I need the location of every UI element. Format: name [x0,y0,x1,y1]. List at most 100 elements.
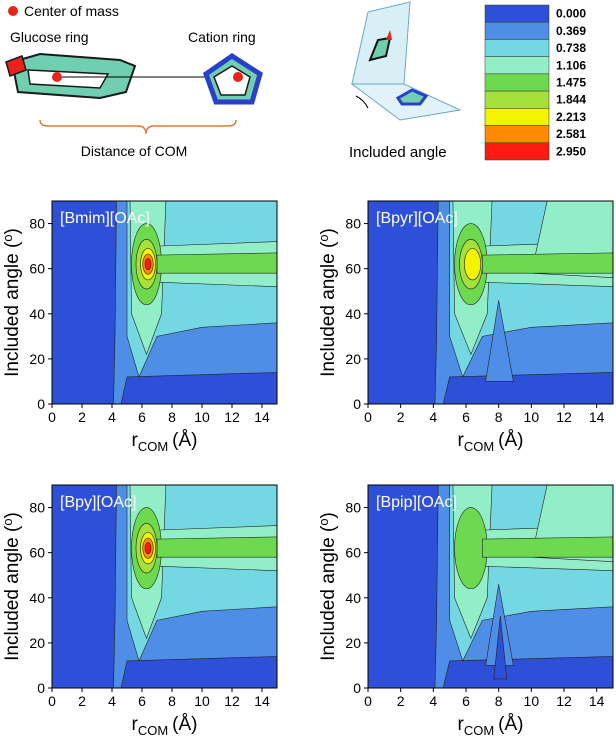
y-tick-label: 0 [37,680,45,696]
x-tick-label: 6 [138,409,146,425]
contour-region [485,300,514,382]
y-tick-label: 20 [29,635,45,651]
angle-diagram: Included angle [349,1,462,161]
y-tick-label: 80 [29,216,45,232]
colorbar-label: 0.369 [556,24,586,38]
x-tick-label: 2 [397,409,405,425]
y-tick-label: 20 [345,351,361,367]
oxygen [386,30,392,40]
legend-dot [8,6,18,16]
colorbar-label: 2.950 [556,144,586,158]
x-label-main: r [132,714,139,735]
colorbar-label: 1.106 [556,58,586,72]
x-tick-label: 12 [556,409,572,425]
x-label-main: r [458,430,465,451]
y-label-sup: o [316,518,331,525]
center-label: Center of mass [24,3,119,19]
colorbar-box [484,4,550,23]
plot-frame [367,200,614,405]
y-label-end: ) [2,512,23,518]
colorbar-box [484,56,550,75]
x-tick-label: 14 [589,693,605,709]
x-tick-label: 8 [495,409,503,425]
x-tick-label: 8 [495,693,503,709]
cation-label: Cation ring [188,29,256,45]
contour-map [368,485,613,688]
contour-map [52,485,277,688]
colorbar-label: 0.000 [556,7,586,21]
y-tick-label: 60 [345,261,361,277]
glucose-label: Glucose ring [10,29,89,45]
y-tick-label: 40 [345,590,361,606]
colorbar-box [484,125,550,144]
x-tick-label: 4 [108,409,116,425]
x-tick-label: 8 [168,409,176,425]
y-axis-label: Included angle (o) [316,512,339,661]
com-dot [233,72,243,82]
panel-title: [Bpyr][OAc] [376,210,458,227]
x-tick-label: 14 [254,409,270,425]
x-tick-label: 14 [589,409,605,425]
x-label-sub: COM [464,723,494,738]
x-label-main: r [132,430,139,451]
y-label-end: ) [2,228,23,234]
angle-label: Included angle [349,144,447,161]
x-tick-label: 0 [48,409,56,425]
panel-title: [Bpip][OAc] [376,494,457,511]
contour-region [144,542,152,555]
y-tick-label: 40 [345,306,361,322]
ring [395,88,429,106]
x-tick-label: 8 [168,693,176,709]
x-label-unit: (Å) [498,430,523,451]
x-axis-label: rCOM (Å) [132,430,198,454]
y-label-sup: o [0,518,15,525]
panel: [Bpip][OAc] 0 2 4 6 8 10 12 14 0 20 40 60 80 rCOM (Å) In… [316,484,614,738]
x-label-sub: COM [138,723,168,738]
contour-region [144,258,152,271]
com-dot [52,72,62,82]
panel-title: [Bpy][OAc] [60,494,136,511]
y-label-sup: o [0,234,15,241]
colorbar: 0.000 0.369 0.738 1.106 1.475 1.844 2.213 2.581… [484,4,586,161]
colorbar-label: 0.738 [556,41,586,55]
x-tick-label: 6 [138,693,146,709]
x-label-sub: COM [138,439,168,454]
y-label-main: Included angle ( [2,241,23,377]
y-tick-label: 60 [345,545,361,561]
colorbar-label: 2.581 [556,127,586,141]
y-label-sup: o [316,234,331,241]
x-tick-label: 10 [194,409,210,425]
plot-frame [51,200,278,405]
contour-map [368,201,613,404]
x-tick-label: 12 [224,693,240,709]
plot-frame [367,484,614,689]
x-label-main: r [458,714,465,735]
x-tick-label: 10 [194,693,210,709]
distance-bracket [39,119,237,135]
y-tick-label: 80 [29,500,45,516]
panel-title: [Bmim][OAc] [60,210,150,227]
x-tick-label: 0 [364,693,372,709]
y-axis-label: Included angle (o) [316,228,339,377]
contour-region [464,248,482,281]
panel: [Bpy][OAc] 0 2 4 6 8 10 12 14 0 20 40 60 80 rCOM (Å) Inc… [0,484,278,738]
y-axis-label: Included angle (o) [0,228,23,377]
colorbar-box [484,73,550,92]
x-tick-label: 4 [429,693,437,709]
com-diagram: Center of mass Glucose ring Cation ring … [5,3,263,159]
x-label-unit: (Å) [172,430,197,451]
colorbar-box [484,39,550,57]
y-label-main: Included angle ( [2,525,23,661]
colorbar-box [484,21,550,40]
x-label-unit: (Å) [172,714,197,735]
x-tick-label: 2 [78,409,86,425]
contour-map [52,201,277,404]
contour-region [156,536,277,558]
x-tick-label: 14 [254,693,270,709]
y-tick-label: 20 [345,635,361,651]
colorbar-box [484,108,550,126]
plot-frame [51,484,278,689]
